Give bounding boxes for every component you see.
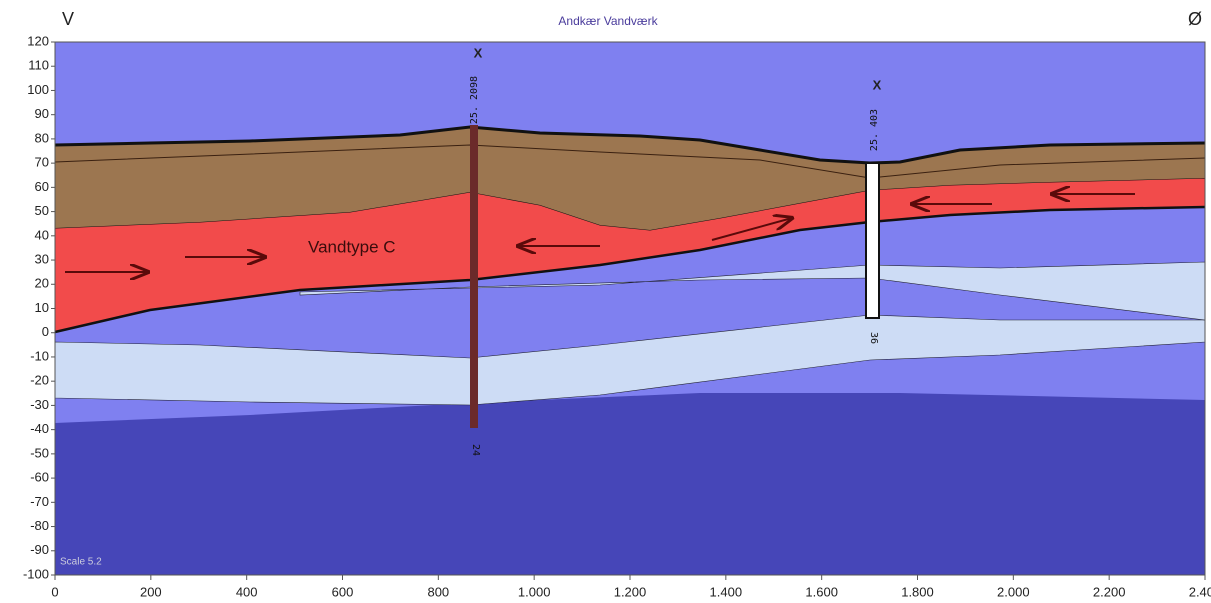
arrow [711,218,792,241]
x-tick-label: 1.400 [710,584,743,599]
y-tick-label: 10 [35,300,49,315]
y-tick-label: 40 [35,227,49,242]
layers [54,42,1206,575]
y-tick-label: 70 [35,155,49,170]
borehole-marker: X [474,45,483,60]
corner-right: Ø [1188,9,1202,29]
flow-arrows [65,194,1135,272]
scale-note: Scale 5.2 [60,557,102,568]
x-tick-label: 2.000 [997,584,1030,599]
borehole-id: 25. 403 [869,109,880,151]
x-tick-label: 1.000 [518,584,551,599]
x-tick-label: 1.600 [805,584,838,599]
x-tick-label: 1.200 [614,584,647,599]
y-tick-label: 50 [35,203,49,218]
annotation: Vandtype C [308,237,396,256]
y-tick-label: 90 [35,106,49,121]
y-tick-label: 80 [35,130,49,145]
y-tick-label: 100 [27,82,49,97]
borehole-id: 25. 2098 [469,76,480,124]
y-tick-label: -60 [30,470,49,485]
y-tick-label: 0 [42,324,49,339]
y-tick-label: 30 [35,251,49,266]
layer-brown [55,127,1205,230]
x-tick-label: 600 [332,584,354,599]
red-base [54,205,1206,334]
borehole-marker: X [873,77,882,92]
x-tick-label: 400 [236,584,258,599]
boreholes [470,125,880,428]
x-tick-label: 1.800 [901,584,934,599]
y-tick-label: 120 [27,33,49,48]
x-tick-label: 0 [51,584,58,599]
x-tick-label: 2.400 [1189,584,1211,599]
y-tick-label: -100 [23,566,49,581]
y-tick-label: 20 [35,276,49,291]
corner-left: V [62,9,74,29]
x-tick-label: 200 [140,584,162,599]
layer-line [54,144,1206,179]
y-tick-label: -30 [30,397,49,412]
chart-title: Andkær Vandværk [558,14,658,28]
y-tick-label: -50 [30,445,49,460]
y-tick-label: 110 [28,58,49,73]
y-tick-label: -80 [30,518,49,533]
y-tick-label: -90 [30,542,49,557]
y-tick-label: -70 [30,494,49,509]
x-tick-label: 2.200 [1093,584,1126,599]
y-tick-label: -40 [30,421,49,436]
y-tick-label: 60 [35,179,49,194]
borehole-depth: 24 [470,444,481,456]
layer-deep [55,393,1205,575]
y-tick-label: -10 [30,348,49,363]
surface [54,125,1206,165]
borehole [865,162,880,319]
borehole-depth: 36 [868,332,879,344]
y-tick-label: -20 [30,373,49,388]
layer-light-upper [299,261,1206,321]
borehole [470,125,478,428]
x-tick-label: 800 [427,584,449,599]
